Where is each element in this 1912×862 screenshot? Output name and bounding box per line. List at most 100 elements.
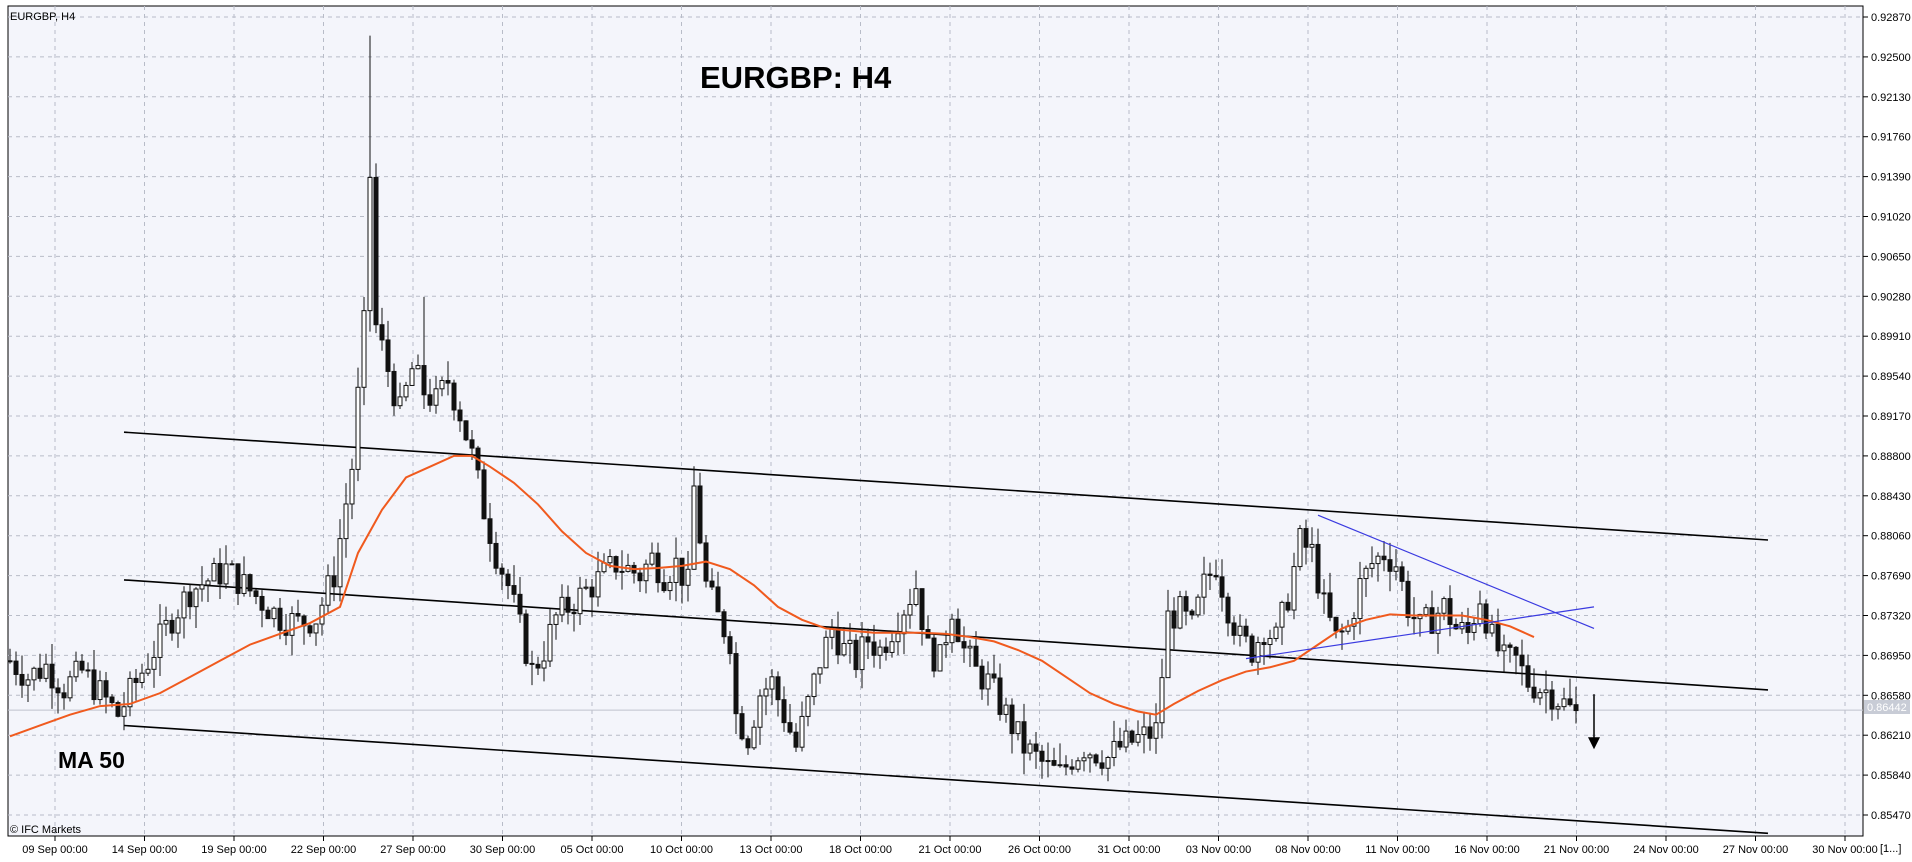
candle-body (433, 388, 439, 406)
candle-body (1477, 603, 1483, 625)
candle-body (1411, 616, 1417, 620)
candle-body (859, 636, 865, 671)
candle-body (391, 370, 397, 407)
candle-body (67, 676, 73, 699)
channel-line (123, 431, 1769, 541)
candle-body (1201, 573, 1207, 598)
y-tick-label: 0.89170 (1871, 411, 1911, 423)
candle-body (331, 575, 337, 588)
candle-body (1159, 677, 1165, 724)
candle-body (679, 557, 685, 586)
candle-body (1267, 637, 1273, 646)
candle-body (589, 586, 595, 598)
candle-body (1399, 566, 1405, 582)
y-tick-label: 0.87320 (1871, 611, 1911, 623)
candle-body (1183, 596, 1189, 612)
candle-body (361, 310, 367, 388)
candle-body (1375, 555, 1381, 565)
candle-body (637, 572, 643, 582)
candle-body (793, 731, 799, 748)
candle-body (1081, 757, 1087, 762)
candle-body (847, 639, 853, 645)
candle-body (247, 574, 253, 592)
y-tick-label: 0.87690 (1871, 571, 1911, 583)
candle-body (385, 339, 391, 372)
candle-body (1123, 730, 1129, 748)
time-axis: 09 Sep 00:00 14 Sep 00:00 19 Sep 00:00 22 S… (22, 836, 1878, 856)
triangle-pattern-lines (1245, 514, 1595, 660)
y-tick-label: 0.86210 (1871, 730, 1911, 742)
candle-body (379, 324, 385, 341)
candle-body (1513, 646, 1519, 656)
candle-body (901, 614, 907, 635)
candle-body (787, 722, 793, 733)
candle-body (1459, 622, 1465, 630)
candle-body (1519, 654, 1525, 667)
y-tick-label: 0.86580 (1871, 690, 1911, 702)
candle-body (133, 677, 139, 683)
symbol-label: EURGBP, H4 (10, 11, 75, 23)
y-tick-label: 0.91760 (1871, 132, 1911, 144)
candle-body (619, 570, 625, 573)
candle-body (583, 586, 589, 589)
candle-body (1243, 625, 1249, 637)
candle-body (1297, 528, 1303, 568)
candle-body (913, 588, 919, 605)
candle-body (1099, 762, 1105, 769)
candle-body (241, 574, 247, 594)
y-tick-label: 0.88800 (1871, 451, 1911, 463)
candle-body (835, 628, 841, 656)
candle-body (277, 607, 283, 631)
candle-body (517, 593, 523, 615)
candle-body (1387, 559, 1393, 572)
candle-body (1417, 613, 1423, 620)
candle-body (1483, 603, 1489, 634)
candle-body (985, 673, 991, 690)
candle-body (319, 604, 325, 625)
candle-body (1033, 743, 1039, 752)
candle-body (121, 706, 127, 717)
candle-body (697, 485, 703, 544)
candle-body (1003, 704, 1009, 715)
candle-body (7, 660, 13, 663)
candlestick-series (7, 35, 1579, 782)
corner-label: [1...] (1880, 843, 1901, 855)
triangle-line (1245, 606, 1595, 660)
candle-body (991, 673, 997, 679)
candle-body (349, 468, 355, 505)
candle-body (1141, 726, 1147, 736)
candle-body (61, 692, 67, 699)
candle-body (571, 611, 577, 615)
candle-body (1327, 592, 1333, 618)
candle-body (1063, 764, 1069, 768)
candle-body (1549, 689, 1555, 710)
candle-body (529, 662, 535, 665)
y-tick-label: 0.90280 (1871, 291, 1911, 303)
candle-body (1441, 598, 1447, 614)
candle-body (1189, 610, 1195, 616)
y-tick-label: 0.92870 (1871, 12, 1911, 24)
candle-body (1543, 689, 1549, 694)
candle-body (907, 603, 913, 616)
candle-body (1075, 760, 1081, 770)
candle-body (25, 679, 31, 686)
candle-body (1105, 757, 1111, 769)
chart-title: EURGBP: H4 (700, 60, 892, 95)
x-tick-label: 13 Oct 00:00 (740, 844, 803, 856)
candle-body (541, 660, 547, 669)
x-tick-label: 19 Sep 00:00 (201, 844, 266, 856)
candle-body (523, 613, 529, 664)
candle-body (451, 382, 457, 411)
candle-body (1129, 730, 1135, 743)
candle-body (727, 636, 733, 655)
x-tick-label: 31 Oct 00:00 (1098, 844, 1161, 856)
candle-body (895, 633, 901, 643)
candle-body (1423, 607, 1429, 615)
candle-body (565, 596, 571, 613)
y-tick-label: 0.91020 (1871, 212, 1911, 224)
candle-body (343, 503, 349, 540)
candle-body (649, 552, 655, 565)
candle-body (199, 584, 205, 590)
candle-body (799, 715, 805, 748)
y-tick-label: 0.88430 (1871, 491, 1911, 503)
